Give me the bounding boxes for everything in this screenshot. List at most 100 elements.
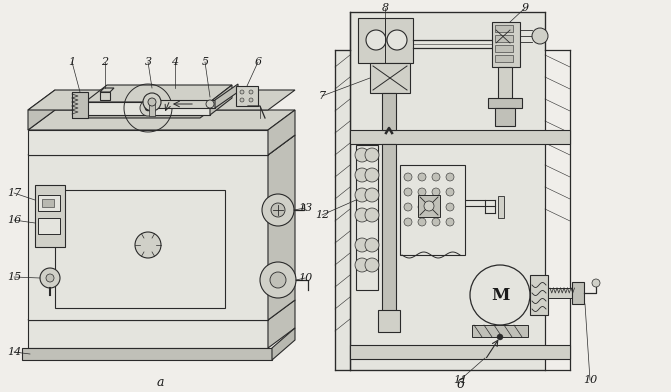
Text: 4: 4 xyxy=(171,57,178,67)
Bar xyxy=(236,86,258,106)
Circle shape xyxy=(432,203,440,211)
Circle shape xyxy=(446,173,454,181)
Polygon shape xyxy=(350,12,545,370)
Circle shape xyxy=(446,203,454,211)
Circle shape xyxy=(365,238,379,252)
Circle shape xyxy=(424,201,434,211)
Circle shape xyxy=(355,188,369,202)
Text: 7: 7 xyxy=(319,91,325,101)
Text: 1: 1 xyxy=(68,57,76,67)
Circle shape xyxy=(387,30,407,50)
Bar xyxy=(350,345,570,359)
Polygon shape xyxy=(100,88,114,92)
Circle shape xyxy=(365,258,379,272)
Circle shape xyxy=(355,168,369,182)
Polygon shape xyxy=(72,92,88,118)
Text: M: M xyxy=(491,287,509,303)
Circle shape xyxy=(135,232,161,258)
Bar xyxy=(55,190,225,308)
Bar xyxy=(548,288,576,298)
Bar xyxy=(358,18,413,63)
Polygon shape xyxy=(28,155,268,320)
Polygon shape xyxy=(85,102,210,115)
Text: 14: 14 xyxy=(7,347,21,357)
Circle shape xyxy=(404,173,412,181)
Circle shape xyxy=(404,203,412,211)
Polygon shape xyxy=(28,90,295,110)
Polygon shape xyxy=(85,85,232,102)
Circle shape xyxy=(355,238,369,252)
Polygon shape xyxy=(155,100,215,108)
Bar xyxy=(38,195,60,211)
Polygon shape xyxy=(28,320,268,348)
Polygon shape xyxy=(28,300,295,320)
Polygon shape xyxy=(268,300,295,348)
Text: 5: 5 xyxy=(201,57,209,67)
Circle shape xyxy=(148,98,156,106)
Text: 3: 3 xyxy=(144,57,152,67)
Bar xyxy=(495,35,513,42)
Polygon shape xyxy=(268,110,295,155)
Polygon shape xyxy=(28,135,295,155)
Polygon shape xyxy=(272,328,295,360)
Text: 10: 10 xyxy=(298,273,312,283)
Bar xyxy=(572,282,584,304)
Circle shape xyxy=(145,105,151,111)
Bar xyxy=(400,165,465,255)
Text: б: б xyxy=(456,379,464,392)
Bar xyxy=(378,310,400,332)
Text: 11: 11 xyxy=(453,375,467,385)
Bar xyxy=(350,130,570,144)
Circle shape xyxy=(355,148,369,162)
Circle shape xyxy=(365,208,379,222)
Circle shape xyxy=(365,188,379,202)
Circle shape xyxy=(271,203,285,217)
Circle shape xyxy=(355,258,369,272)
Polygon shape xyxy=(28,110,295,130)
Bar xyxy=(472,325,528,337)
Circle shape xyxy=(355,208,369,222)
Circle shape xyxy=(418,188,426,196)
Circle shape xyxy=(404,218,412,226)
Circle shape xyxy=(270,272,286,288)
Circle shape xyxy=(365,168,379,182)
Bar xyxy=(498,196,504,218)
Bar xyxy=(370,63,410,93)
Circle shape xyxy=(418,218,426,226)
Circle shape xyxy=(497,334,503,340)
Bar xyxy=(35,185,65,247)
Text: 6: 6 xyxy=(254,57,262,67)
Text: 17: 17 xyxy=(7,188,21,198)
Text: 9: 9 xyxy=(521,3,529,13)
Polygon shape xyxy=(100,92,110,100)
Text: 10: 10 xyxy=(583,375,597,385)
Circle shape xyxy=(446,188,454,196)
Text: 2: 2 xyxy=(101,57,109,67)
Circle shape xyxy=(365,148,379,162)
Circle shape xyxy=(46,274,54,282)
Circle shape xyxy=(470,265,530,325)
Circle shape xyxy=(432,218,440,226)
Circle shape xyxy=(249,98,253,102)
Bar xyxy=(530,275,548,315)
Circle shape xyxy=(532,28,548,44)
Circle shape xyxy=(262,194,294,226)
Text: 8: 8 xyxy=(381,3,389,13)
Circle shape xyxy=(140,100,156,116)
Circle shape xyxy=(404,188,412,196)
Bar xyxy=(382,144,396,324)
Circle shape xyxy=(40,268,60,288)
Polygon shape xyxy=(28,90,55,130)
Circle shape xyxy=(418,203,426,211)
Text: 15: 15 xyxy=(7,272,21,282)
Polygon shape xyxy=(268,135,295,320)
Text: 16: 16 xyxy=(7,215,21,225)
Bar xyxy=(498,67,512,102)
Circle shape xyxy=(143,93,161,111)
Polygon shape xyxy=(215,84,238,108)
Circle shape xyxy=(206,100,214,108)
Polygon shape xyxy=(22,348,272,360)
Circle shape xyxy=(240,98,244,102)
Circle shape xyxy=(260,262,296,298)
Bar xyxy=(42,199,54,207)
